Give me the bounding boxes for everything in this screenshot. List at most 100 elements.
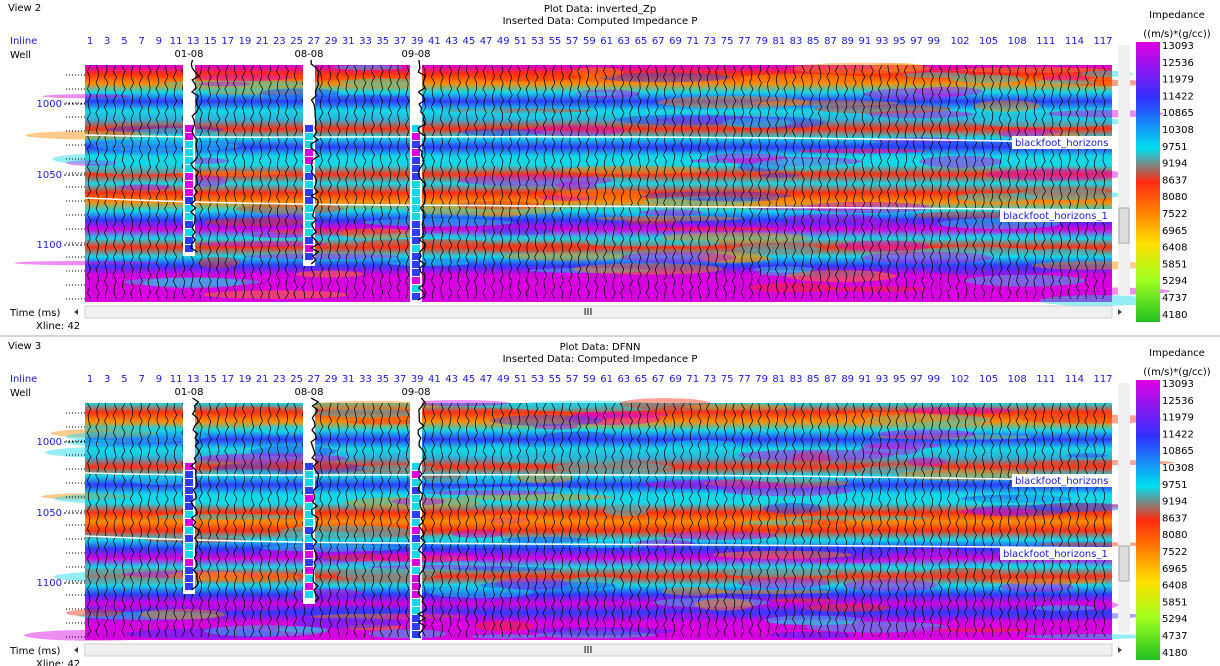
inline-number: 31 <box>342 36 355 47</box>
inline-number: 45 <box>462 374 475 385</box>
colorbar-label: 6965 <box>1162 564 1187 575</box>
inline-number: 79 <box>755 36 768 47</box>
h-scrollbar[interactable] <box>85 306 1112 318</box>
inline-number: 105 <box>979 36 998 47</box>
inline-number: 97 <box>910 374 923 385</box>
view-title: View 3 <box>8 341 41 352</box>
well-log-cell <box>185 189 193 196</box>
texture <box>527 627 674 635</box>
inline-number: 114 <box>1065 374 1084 385</box>
inline-number: 19 <box>239 36 252 47</box>
inline-number: 33 <box>359 36 372 47</box>
inline-number: 87 <box>824 36 837 47</box>
texture <box>911 548 963 554</box>
well-log-cell <box>305 479 313 486</box>
colorbar-label: 6965 <box>1162 226 1187 237</box>
texture <box>425 490 558 495</box>
colorbar-label: 10308 <box>1162 463 1194 474</box>
well-log-cell <box>305 503 313 510</box>
inline-number: 51 <box>514 374 527 385</box>
colorbar-label: 13093 <box>1162 379 1194 390</box>
colorbar-label: 6408 <box>1162 243 1187 254</box>
texture <box>333 65 403 70</box>
inline-number: 33 <box>359 374 372 385</box>
well-log-cell <box>305 559 313 566</box>
xline-label: Xline: 42 <box>36 321 80 332</box>
inline-number: 43 <box>445 36 458 47</box>
texture <box>1034 80 1096 84</box>
inline-number: 27 <box>307 36 320 47</box>
v-scrollbar[interactable] <box>1118 45 1130 295</box>
inline-number: 39 <box>411 36 424 47</box>
texture <box>216 406 284 412</box>
colorbar-label: 9194 <box>1162 159 1187 170</box>
texture <box>209 502 297 507</box>
v-scrollbar[interactable] <box>1118 383 1130 633</box>
texture <box>724 539 869 544</box>
colorbar-label: 8637 <box>1162 513 1187 524</box>
inline-number: 108 <box>1008 36 1027 47</box>
texture <box>665 440 738 451</box>
well-log-cell <box>412 149 420 156</box>
inline-number: 61 <box>600 36 613 47</box>
inline-number: 93 <box>876 374 889 385</box>
texture <box>621 252 736 263</box>
texture <box>942 289 1015 295</box>
texture <box>764 616 864 625</box>
screen: View 2Plot Data: inverted_ZpInserted Dat… <box>0 0 1220 666</box>
well-name: 09-08 <box>401 387 430 398</box>
inline-number: 83 <box>790 36 803 47</box>
horizon-label: blackfoot_horizons_1 <box>1003 211 1108 222</box>
inline-number: 1 <box>87 36 93 47</box>
inline-number: 45 <box>462 36 475 47</box>
well-log-cell <box>185 487 193 494</box>
scroll-grip: III <box>584 645 593 656</box>
texture <box>902 72 970 78</box>
inline-number: 9 <box>156 374 162 385</box>
inline-number: 67 <box>652 36 665 47</box>
texture <box>643 480 783 490</box>
inline-number: 41 <box>428 36 441 47</box>
well-log-cell <box>185 173 193 180</box>
colorbar <box>1136 380 1160 660</box>
well-log-cell <box>305 237 313 244</box>
inline-number: 27 <box>307 374 320 385</box>
inline-number: 65 <box>635 374 648 385</box>
v-scroll-thumb[interactable] <box>1119 546 1129 581</box>
well-log-cell <box>412 559 420 566</box>
well-label: Well <box>10 50 31 61</box>
colorbar-label: 10865 <box>1162 446 1194 457</box>
texture <box>959 508 1035 516</box>
texture <box>930 267 1051 275</box>
inline-number: 99 <box>927 374 940 385</box>
v-scroll-thumb[interactable] <box>1119 208 1129 243</box>
well-log-cell <box>305 173 313 180</box>
inline-number: 15 <box>204 36 217 47</box>
inline-number: 7 <box>138 374 144 385</box>
texture <box>753 266 815 272</box>
colorbar-label: 12536 <box>1162 58 1194 69</box>
inline-number: 17 <box>221 36 234 47</box>
texture <box>198 82 251 87</box>
inline-number: 71 <box>686 374 699 385</box>
colorbar-label: 8080 <box>1162 530 1187 541</box>
texture <box>490 415 603 426</box>
well-log-cell <box>305 519 313 526</box>
well-log-cell <box>412 277 420 284</box>
colorbar-label: 4737 <box>1162 631 1187 642</box>
time-label: Time (ms) <box>9 646 61 657</box>
inline-number: 13 <box>187 36 200 47</box>
inline-number: 111 <box>1036 374 1055 385</box>
inline-number: 117 <box>1093 374 1112 385</box>
inline-number: 55 <box>549 374 562 385</box>
well-log-cell <box>412 181 420 188</box>
texture <box>738 450 893 461</box>
inline-number: 11 <box>170 36 183 47</box>
well-log-cell <box>412 615 420 622</box>
h-scrollbar[interactable] <box>85 644 1112 656</box>
texture <box>45 447 161 458</box>
texture <box>753 100 900 105</box>
well-name: 08-08 <box>294 387 323 398</box>
well-log-cell <box>305 149 313 156</box>
colorbar-unit: ((m/s)*(g/cc)) <box>1143 367 1211 378</box>
